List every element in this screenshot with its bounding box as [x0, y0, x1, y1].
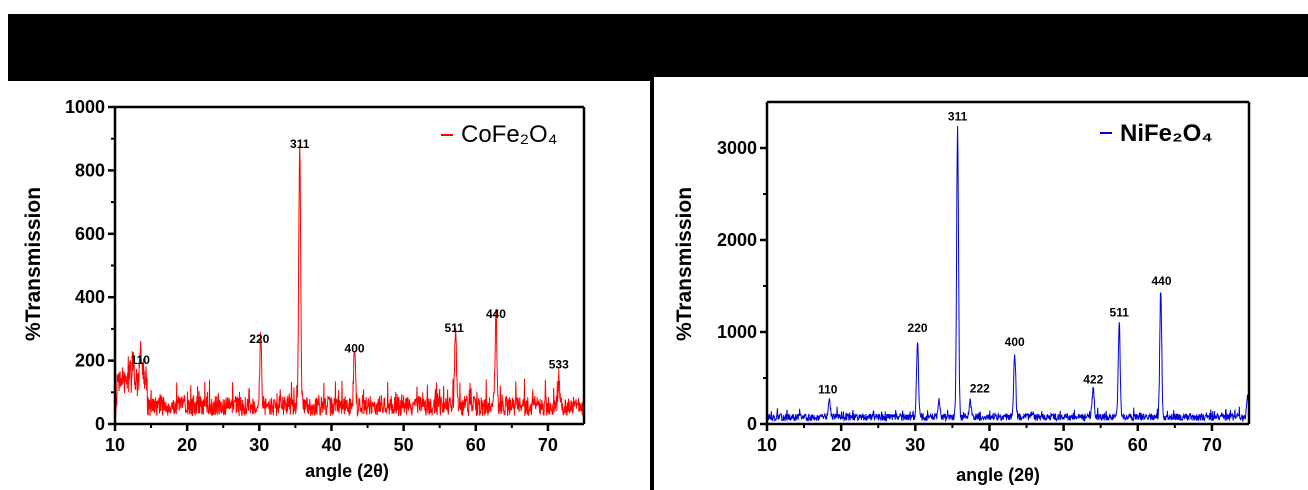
- peak-label: 533: [549, 358, 569, 372]
- x-axis-title: angle (2θ): [956, 465, 1040, 485]
- y-tick-label: 2000: [717, 230, 757, 250]
- peak-label: 110: [818, 383, 838, 397]
- x-tick-label: 60: [466, 435, 486, 455]
- legend-entry: CoFe₂O₄: [461, 121, 557, 148]
- y-tick-label: 400: [75, 287, 105, 307]
- peak-label: 440: [1151, 274, 1171, 288]
- y-tick-label: 0: [747, 414, 757, 434]
- y-tick-label: 1000: [717, 322, 757, 342]
- y-tick-label: 600: [75, 224, 105, 244]
- peak-label: 440: [486, 307, 506, 321]
- peak-label: 311: [948, 109, 968, 123]
- legend-entry: NiFe₂O₄: [1120, 120, 1213, 147]
- peak-label: 511: [1110, 305, 1130, 319]
- series-line: [114, 145, 585, 417]
- series-line: [766, 125, 1250, 423]
- x-tick-label: 20: [177, 435, 197, 455]
- peak-label: 511: [444, 321, 464, 335]
- x-tick-label: 10: [105, 435, 125, 455]
- divider-vertical: [650, 70, 654, 490]
- x-tick-label: 10: [757, 435, 777, 455]
- x-tick-label: 70: [538, 435, 558, 455]
- y-tick-label: 3000: [717, 138, 757, 158]
- peak-label: 110: [131, 353, 151, 367]
- legend: CoFe₂O₄: [441, 121, 557, 148]
- x-axis-title: angle (2θ): [305, 461, 389, 481]
- peak-label: 220: [908, 321, 928, 335]
- y-tick-label: 200: [75, 351, 105, 371]
- peak-label: 220: [249, 332, 269, 346]
- peak-label: 422: [1083, 373, 1103, 387]
- x-tick-label: 20: [831, 435, 851, 455]
- x-tick-label: 50: [394, 435, 414, 455]
- x-tick-label: 40: [979, 435, 999, 455]
- x-tick-label: 50: [1054, 435, 1074, 455]
- peak-label: 222: [970, 382, 990, 396]
- x-tick-label: 40: [321, 435, 341, 455]
- top-banner: [8, 14, 1308, 77]
- x-tick-label: 30: [905, 435, 925, 455]
- y-axis-title: %Transmission: [673, 187, 696, 341]
- chart-nife2o4: 10 20 30 40 50 60 70 0 1000 2000 3000 110 220 311 222…: [673, 100, 1251, 485]
- y-tick-label: 800: [75, 160, 105, 180]
- y-tick-label: 1000: [65, 97, 105, 117]
- chart-cofe2o4: 10 20 30 40 50 60 70 0 200 400 600 800 1000 110 220 31…: [22, 97, 586, 481]
- x-tick-label: 30: [249, 435, 269, 455]
- y-tick-label: 0: [95, 414, 105, 434]
- y-axis-title: %Transmission: [22, 187, 45, 341]
- peak-label: 400: [345, 342, 365, 356]
- peak-label: 400: [1005, 335, 1025, 349]
- legend: NiFe₂O₄: [1100, 120, 1213, 147]
- x-tick-label: 70: [1202, 435, 1222, 455]
- divider-horizontal: [8, 77, 654, 81]
- x-tick-label: 60: [1128, 435, 1148, 455]
- peak-label: 311: [290, 137, 310, 151]
